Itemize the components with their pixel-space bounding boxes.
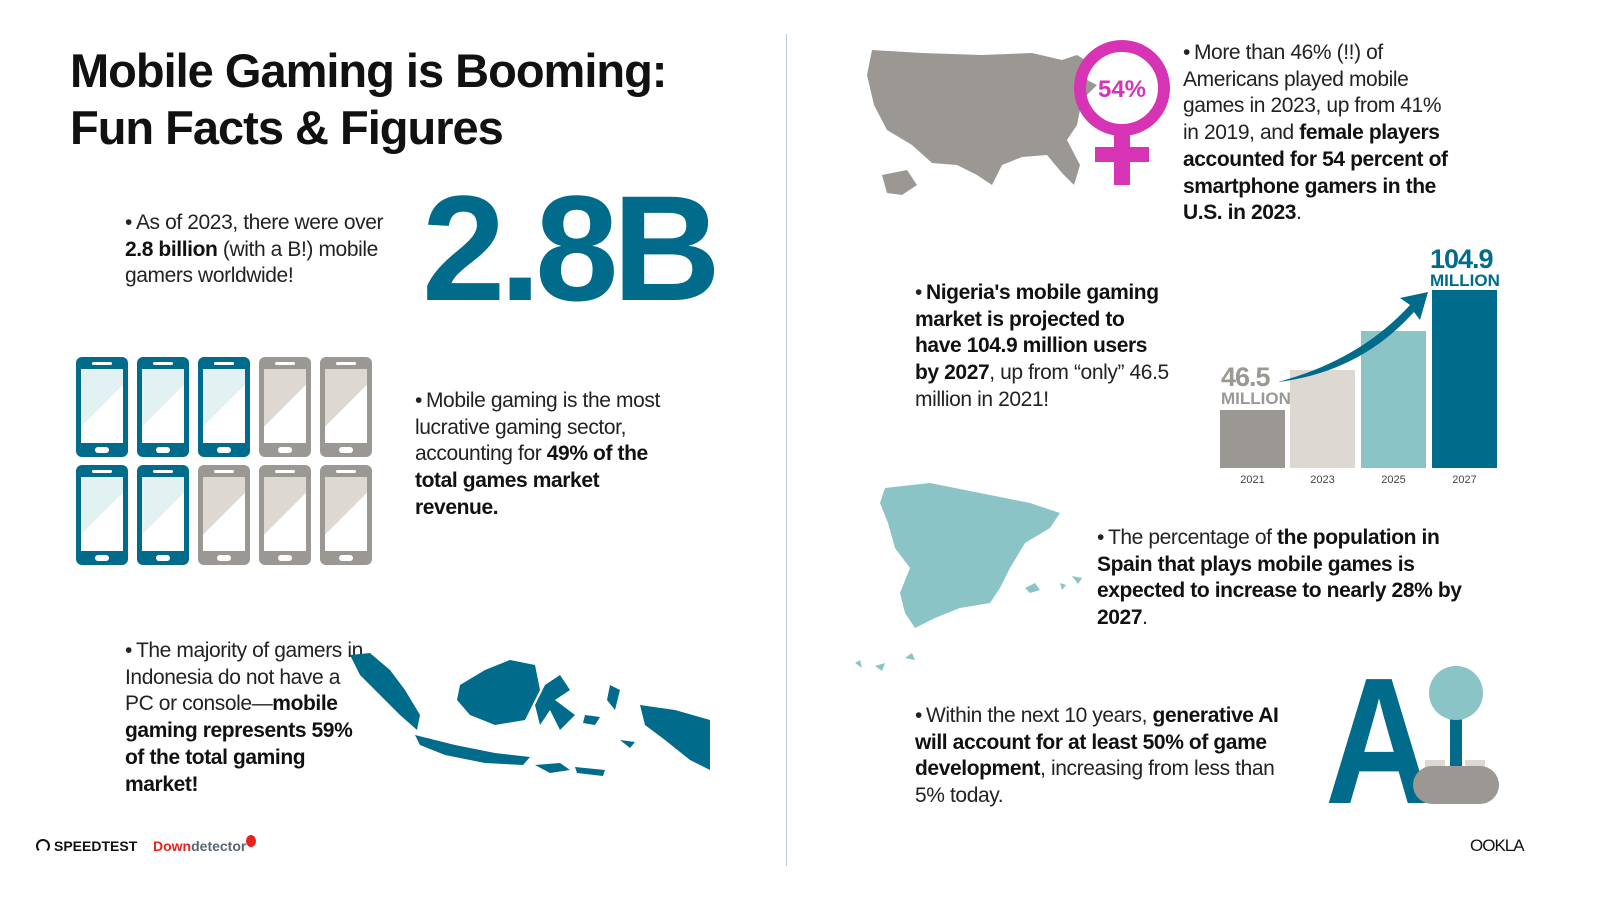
title-line-1: Mobile Gaming is Booming: — [70, 44, 667, 97]
body-text: (with a B!) mobile gamers worldwide! — [125, 237, 378, 288]
fact-ai: • Within the next 10 years, generative AI… — [915, 703, 1300, 810]
bar-2023 — [1290, 369, 1355, 468]
body-text: As of 2023, there were over — [135, 211, 384, 234]
female-symbol-icon: 54% — [1074, 40, 1170, 185]
bar-2027 — [1432, 290, 1497, 468]
data-label-2021: 46.5 MILLION — [1221, 362, 1291, 408]
spain-map — [855, 483, 1082, 671]
body-text: The majority of gamers in Indonesia do n… — [125, 639, 363, 716]
data-label-unit: MILLION — [1430, 271, 1500, 290]
phone-icon-empty — [320, 357, 372, 457]
highlight-text: 49% of the total games market revenue. — [415, 442, 648, 519]
phone-icon-filled — [76, 357, 128, 457]
x-tick-label: 2023 — [1310, 474, 1335, 486]
alert-icon — [246, 835, 257, 847]
bullet: • — [1097, 526, 1104, 549]
female-share-label: 54% — [1098, 76, 1146, 103]
phones-grid — [76, 357, 372, 565]
bar-2025 — [1361, 330, 1426, 468]
highlight-text: female players accounted for 54 percent … — [1183, 121, 1448, 225]
x-tick-label: 2025 — [1381, 474, 1406, 486]
bullet: • — [915, 281, 922, 304]
phone-icon-filled — [137, 357, 189, 457]
phone-icon-empty — [259, 465, 311, 565]
ai-joystick-icon: A — [1325, 660, 1499, 808]
highlight-text: mobile gaming represents 59% of the tota… — [125, 692, 353, 796]
x-tick-label: 2021 — [1240, 474, 1265, 486]
data-label-value: 104.9 — [1430, 244, 1494, 274]
phone-icon-empty — [320, 465, 372, 565]
bullet: • — [125, 639, 132, 662]
phone-icon-empty — [198, 465, 250, 565]
fact-gamers: • As of 2023, there were over 2.8 billion… — [125, 210, 400, 290]
ookla-logo: OOKLA — [1470, 836, 1525, 855]
data-label-2027: 104.9 MILLION — [1430, 244, 1500, 290]
column-divider — [786, 34, 787, 866]
bullet: • — [1183, 41, 1190, 64]
bar-2021 — [1220, 410, 1285, 468]
downdetector-text-b: detector — [191, 838, 247, 854]
us-map — [867, 50, 1097, 195]
data-label-value: 46.5 — [1221, 362, 1271, 392]
speedometer-icon — [36, 839, 50, 853]
indonesia-map — [350, 653, 710, 776]
body-text: More than 46% (!!) of Americans played m… — [1183, 41, 1442, 145]
x-tick-label: 2027 — [1452, 474, 1477, 486]
body-text: . — [1296, 201, 1302, 225]
bullet: • — [415, 389, 422, 412]
big-number: 2.8B — [422, 164, 721, 332]
highlight-text: the population in Spain that plays mobil… — [1097, 526, 1462, 630]
phone-icon-filled — [198, 357, 250, 457]
downdetector-text-a: Down — [153, 838, 192, 854]
fact-us: • More than 46% (!!) of Americans played … — [1183, 40, 1458, 227]
speedtest-logo: SPEEDTEST — [36, 838, 137, 854]
highlight-text: Nigeria's mobile gaming market is projec… — [915, 281, 1159, 385]
fact-spain: • The percentage of the population in Spa… — [1097, 525, 1462, 632]
body-text: , increasing from less than 5% today. — [915, 757, 1275, 808]
highlight-text: generative AI will account for at least … — [915, 704, 1279, 781]
phone-icon-filled — [76, 465, 128, 565]
page-title: Mobile Gaming is Booming: Fun Facts & Fi… — [70, 42, 667, 156]
body-text: , up from “only” 46.5 million in 2021! — [915, 361, 1169, 411]
downdetector-logo: Downdetector — [153, 835, 257, 854]
bullet: • — [125, 211, 132, 234]
fact-revenue: • Mobile gaming is the most lucrative gam… — [415, 388, 670, 522]
phone-icon-filled — [137, 465, 189, 565]
body-text: . — [1142, 606, 1148, 630]
fact-nigeria: • Nigeria's mobile gaming market is proje… — [915, 280, 1170, 414]
title-line-2: Fun Facts & Figures — [70, 101, 504, 154]
body-text: The percentage of — [1107, 526, 1278, 549]
phone-icon-empty — [259, 357, 311, 457]
speedtest-text: SPEEDTEST — [54, 838, 138, 854]
highlight-text: 2.8 billion — [125, 237, 218, 261]
data-label-unit: MILLION — [1221, 389, 1291, 408]
body-text: Mobile gaming is the most lucrative gami… — [415, 389, 660, 466]
body-text: Within the next 10 years, — [925, 704, 1153, 727]
fact-indonesia: • The majority of gamers in Indonesia do … — [125, 638, 370, 798]
bullet: • — [915, 704, 922, 727]
